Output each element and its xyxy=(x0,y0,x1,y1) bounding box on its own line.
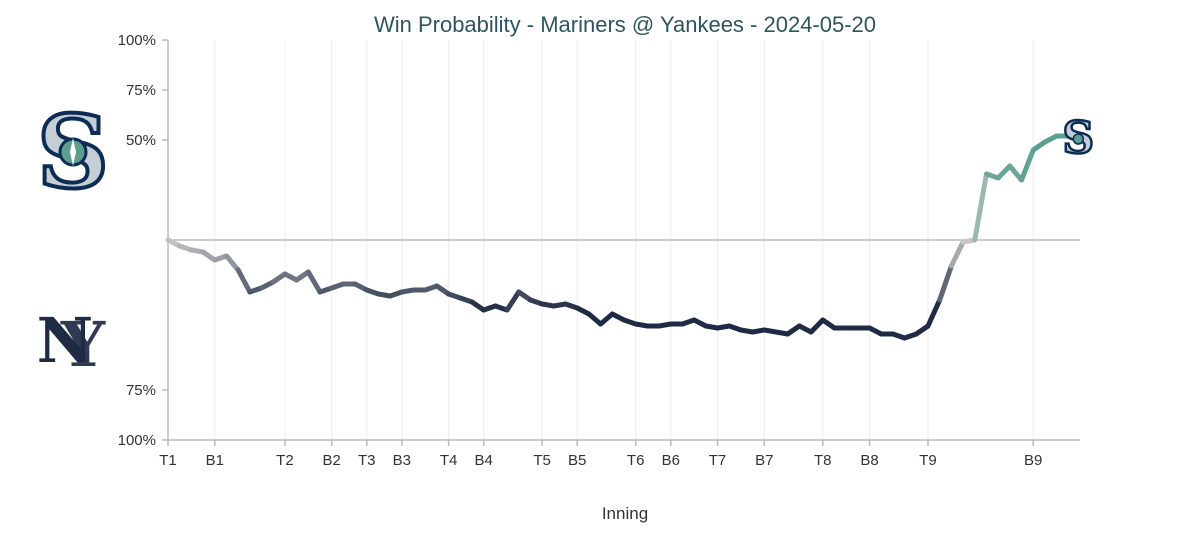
x-tick-label-T7: T7 xyxy=(709,452,727,469)
line-segment xyxy=(937,263,954,303)
line-segment xyxy=(586,311,604,327)
x-axis-title: Inning xyxy=(602,504,648,523)
yankees-n-icon: N xyxy=(37,304,94,377)
axes xyxy=(167,40,1080,441)
x-tick-label-T9: T9 xyxy=(919,452,937,469)
x-tick-label-T6: T6 xyxy=(627,452,645,469)
line-segment xyxy=(223,253,241,273)
x-tick-label-B2: B2 xyxy=(323,452,341,469)
x-tick-label-T3: T3 xyxy=(358,452,376,469)
x-tick-label-T2: T2 xyxy=(276,452,294,469)
x-tick-label-T5: T5 xyxy=(533,452,551,469)
line-segment xyxy=(808,317,826,335)
yankees-logo: NY xyxy=(37,304,106,381)
mariners-logo: S xyxy=(35,91,111,213)
x-tick-label-T8: T8 xyxy=(814,452,832,469)
line-segment xyxy=(972,171,989,243)
y-tick-label: 75% xyxy=(126,382,156,399)
x-tick-label-B7: B7 xyxy=(755,452,773,469)
line-segment xyxy=(995,163,1013,181)
y-tick-label: 100% xyxy=(118,32,156,49)
x-tick-label-B6: B6 xyxy=(662,452,680,469)
mariners-s-logo: S xyxy=(1061,112,1095,166)
y-tick-label: 75% xyxy=(126,82,156,99)
line-segment xyxy=(235,267,253,295)
line-segment xyxy=(504,289,522,313)
chart-title: Win Probability - Mariners @ Yankees - 2… xyxy=(374,12,876,37)
x-tick-label-B4: B4 xyxy=(475,452,493,469)
line-segment xyxy=(1019,147,1036,183)
x-tick-label-B9: B9 xyxy=(1024,452,1042,469)
series-line xyxy=(165,133,1071,341)
line-segment xyxy=(948,239,966,269)
line-segment xyxy=(1007,163,1025,183)
x-tick-label-B8: B8 xyxy=(860,452,878,469)
x-tick-label-T4: T4 xyxy=(440,452,458,469)
line-segment xyxy=(305,269,323,295)
line-segment xyxy=(598,311,615,327)
y-tick-label: 50% xyxy=(126,132,156,149)
x-tick-label-T1: T1 xyxy=(159,452,177,469)
x-tick-label-B3: B3 xyxy=(393,452,411,469)
line-segment xyxy=(925,297,943,329)
yankees-y-icon: Y xyxy=(60,308,106,381)
small-compass-icon xyxy=(1072,133,1085,145)
compass-point-icon xyxy=(70,138,76,166)
x-tick-label-B1: B1 xyxy=(206,452,224,469)
y-tick-labels: 100% 75% 50% 75% 100% xyxy=(118,32,168,449)
y-tick-label: 100% xyxy=(118,432,156,449)
x-tick-labels: T1 B1 T2 B2 T3 B3 T4 B4 T5 B5 T6 B6 T7 B7 T8 B8 T9 B9 xyxy=(159,440,1042,469)
x-tick-label-B5: B5 xyxy=(568,452,586,469)
team-logos: S NY S xyxy=(35,91,1096,381)
